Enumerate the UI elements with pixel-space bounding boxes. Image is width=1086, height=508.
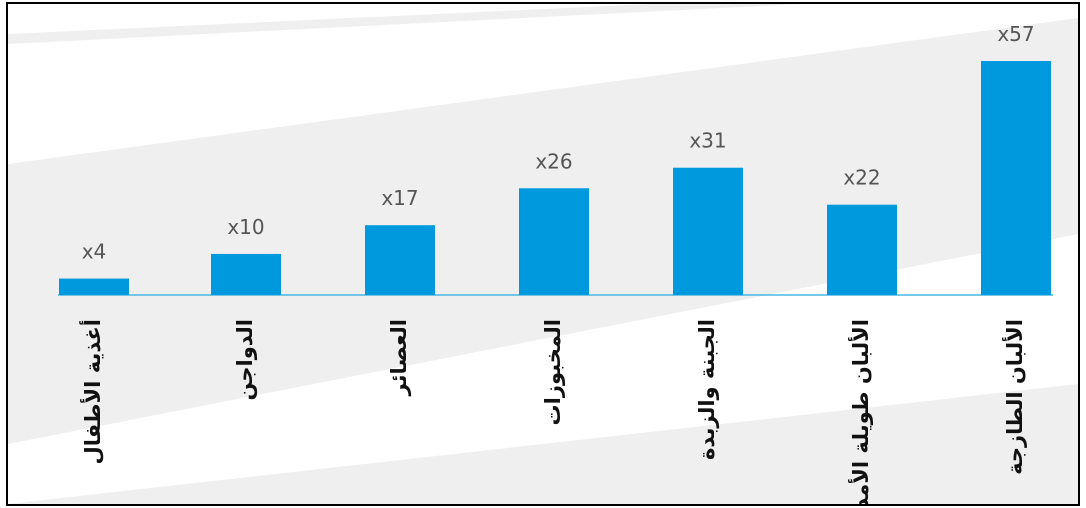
value-labels: x4 x10 x17 x26 x31 x22 x57	[82, 22, 1035, 264]
category-labels: أغذية الأطفال الدواجن العصائر المخبوزات الجب…	[78, 319, 1027, 504]
value-label-4: x26	[535, 149, 572, 173]
category-label-7: الألبان الطازجة	[1001, 319, 1027, 475]
bar-4	[519, 188, 589, 295]
value-label-1: x4	[82, 240, 107, 264]
value-label-7: x57	[997, 22, 1034, 46]
background-band-bottom	[8, 384, 1078, 504]
value-label-3: x17	[381, 186, 418, 210]
value-label-2: x10	[227, 215, 264, 239]
category-label-6: الألبان طويلة الأمد	[847, 319, 873, 504]
category-label-4: المخبوزات	[541, 319, 565, 425]
background-stripe-lower	[8, 234, 1078, 504]
category-label-5: الجبنة والزبدة	[695, 319, 719, 460]
bars	[58, 61, 1053, 296]
chart-frame: x4 x10 x17 x26 x31 x22 x57 أغذية الأطفال الدواج…	[6, 2, 1080, 506]
value-label-5: x31	[689, 129, 726, 153]
category-label-1: أغذية الأطفال	[78, 319, 105, 464]
category-label-2: الدواجن	[233, 319, 257, 401]
background-stripe	[8, 4, 1078, 164]
bar-6	[827, 204, 897, 295]
bar-1	[59, 278, 129, 295]
bar-2	[211, 253, 281, 295]
bar-5	[673, 167, 743, 295]
bar-chart: x4 x10 x17 x26 x31 x22 x57 أغذية الأطفال الدواج…	[8, 4, 1078, 504]
bar-3	[365, 225, 435, 295]
value-label-6: x22	[843, 166, 880, 190]
category-label-3: العصائر	[387, 319, 411, 396]
bar-7	[981, 61, 1051, 295]
